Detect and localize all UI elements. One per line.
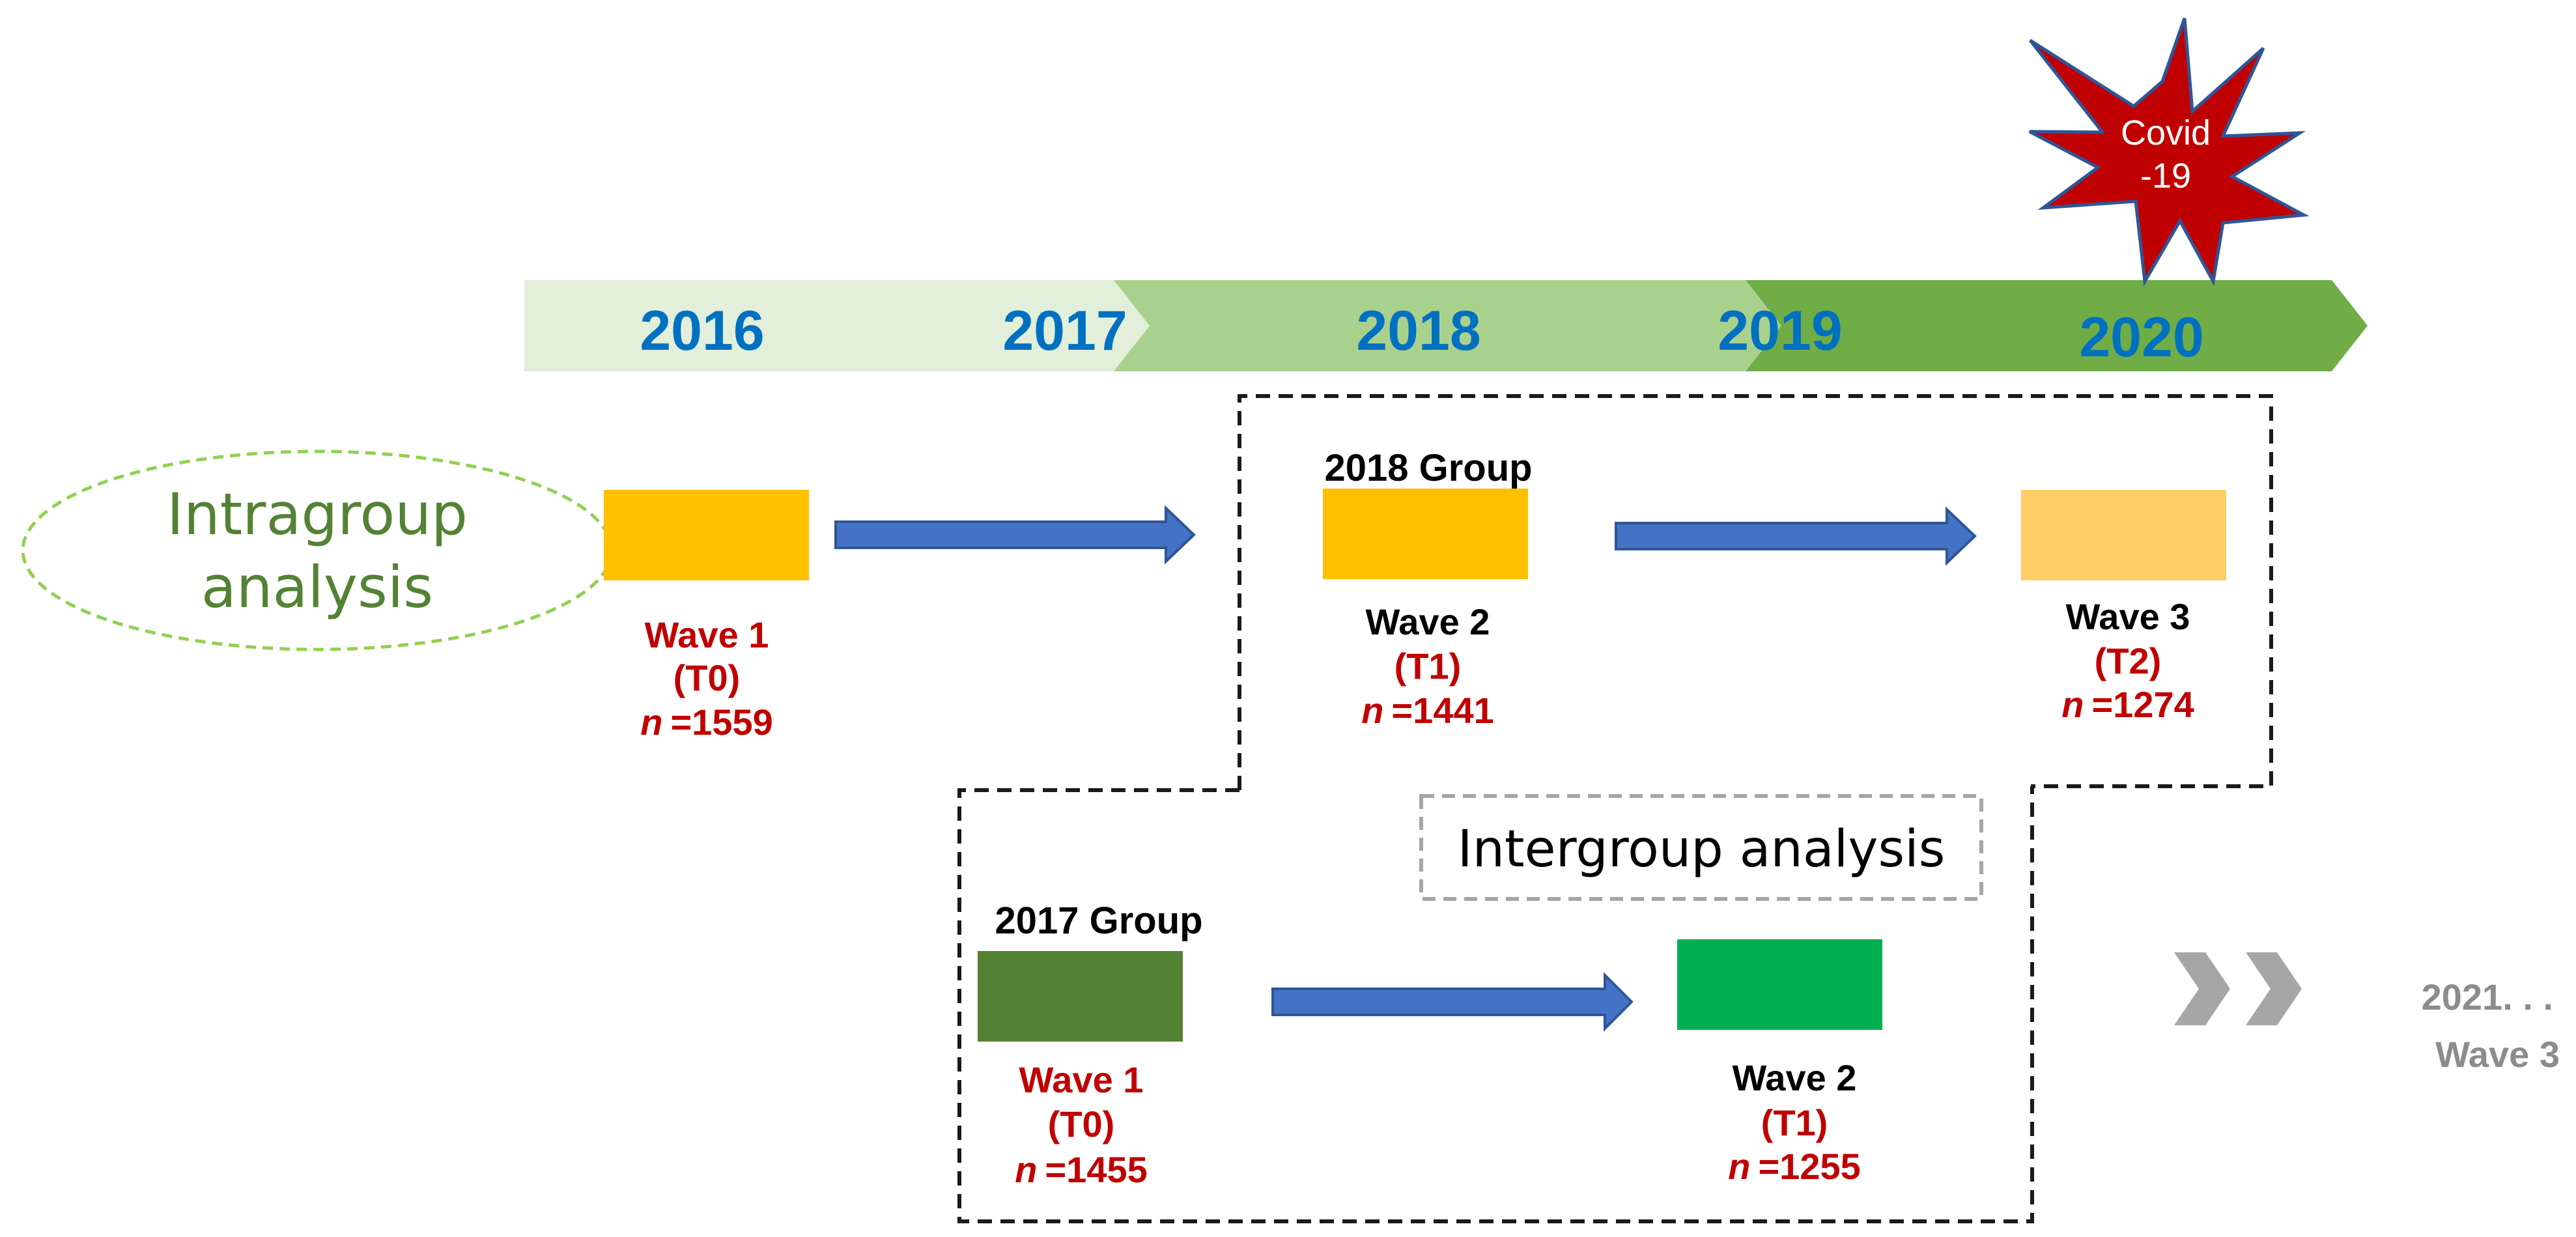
wave-box-2017-wave1 — [978, 951, 1183, 1042]
arrow-2018-w2-to-w3 — [1615, 506, 1977, 566]
wave-name-2018-1: Wave 1 — [645, 614, 769, 655]
timeline-segment-2 — [1114, 280, 1781, 371]
intragroup-text-line2: analysis — [201, 554, 433, 621]
group-2017-outline — [957, 786, 2034, 1223]
wave-name-2017-2: Wave 2 — [1733, 1057, 1857, 1098]
timeline-segment-1 — [524, 280, 1150, 371]
chevron-icon-1 — [2174, 952, 2230, 1025]
wave-n-2018-2: n =1441 — [1361, 690, 1494, 731]
n-symbol: n — [2061, 684, 2084, 725]
group-2017-title: 2017 Group — [995, 900, 1202, 942]
group-2018-outline — [1238, 394, 2273, 790]
wave-time-2018-2: (T1) — [1394, 646, 1462, 687]
n-symbol: n — [1728, 1146, 1750, 1187]
wave-name-2017-1: Wave 1 — [1019, 1059, 1144, 1100]
year-label-2018: 2018 — [1356, 300, 1480, 362]
wave-n-2018-1: n =1559 — [640, 702, 773, 743]
chevron-icon-2 — [2246, 952, 2302, 1025]
wave-time-2018-1: (T0) — [673, 657, 741, 698]
flow-arrows — [834, 505, 1977, 1032]
covid-label-line1: Covid — [2121, 113, 2211, 152]
wave-n-2017-2: n =1255 — [1728, 1146, 1861, 1187]
wave-box-2018-wave1 — [604, 490, 809, 580]
wave-box-2017-wave2 — [1677, 939, 1882, 1030]
intergroup-text: Intergroup analysis — [1458, 820, 1946, 879]
n-value: =1441 — [1391, 690, 1493, 731]
timeline-years: 2016 2017 2018 2019 2020 — [640, 300, 2203, 369]
intragroup-text-line1: Intragroup — [167, 481, 468, 548]
timeline-segment-3 — [1746, 280, 2368, 371]
n-value: =1255 — [1758, 1146, 1860, 1187]
n-value: =1559 — [670, 702, 772, 743]
wave-box-2018-wave3 — [2021, 490, 2226, 580]
n-value: =1274 — [2091, 684, 2194, 725]
n-symbol: n — [1015, 1149, 1037, 1190]
wave-n-2017-1: n =1455 — [1015, 1149, 1148, 1190]
group-2018-title: 2018 Group — [1324, 447, 1532, 489]
year-label-2016: 2016 — [640, 300, 764, 362]
wave-n-2018-3: n =1274 — [2061, 684, 2194, 725]
chevron-right-icon — [2174, 952, 2302, 1025]
future-wave: Wave 3 — [2435, 1034, 2560, 1075]
n-symbol: n — [640, 702, 662, 743]
year-label-2017: 2017 — [1002, 300, 1127, 362]
timeline-band — [524, 280, 2368, 371]
intergroup-analysis-label: Intergroup analysis — [1419, 794, 1983, 901]
arrow-2018-w1-to-w2 — [834, 505, 1196, 565]
wave-box-2018-wave2 — [1323, 489, 1528, 579]
arrow-2017-w1-to-w2 — [1271, 972, 1634, 1032]
wave-name-2018-3: Wave 3 — [2066, 596, 2190, 637]
wave-name-2018-2: Wave 2 — [1366, 601, 1490, 642]
year-label-2019: 2019 — [1718, 300, 1842, 362]
n-symbol: n — [1361, 690, 1383, 731]
intergroup-box — [1419, 794, 1983, 901]
covid-badge: Covid -19 — [2028, 18, 2310, 287]
year-label-2020: 2020 — [2079, 306, 2203, 369]
n-value: =1455 — [1045, 1149, 1147, 1190]
wave-time-2018-3: (T2) — [2095, 640, 2162, 681]
wave-time-2017-1: (T0) — [1048, 1103, 1115, 1145]
covid-label-line2: -19 — [2140, 156, 2191, 195]
future-year: 2021. . . — [2422, 976, 2553, 1017]
intragroup-analysis-label: Intragroup analysis — [21, 449, 614, 651]
wave-time-2017-2: (T1) — [1761, 1102, 1828, 1143]
covid-burst-shape — [2028, 18, 2310, 287]
future-indicator: 2021. . . Wave 3 — [2174, 952, 2560, 1075]
